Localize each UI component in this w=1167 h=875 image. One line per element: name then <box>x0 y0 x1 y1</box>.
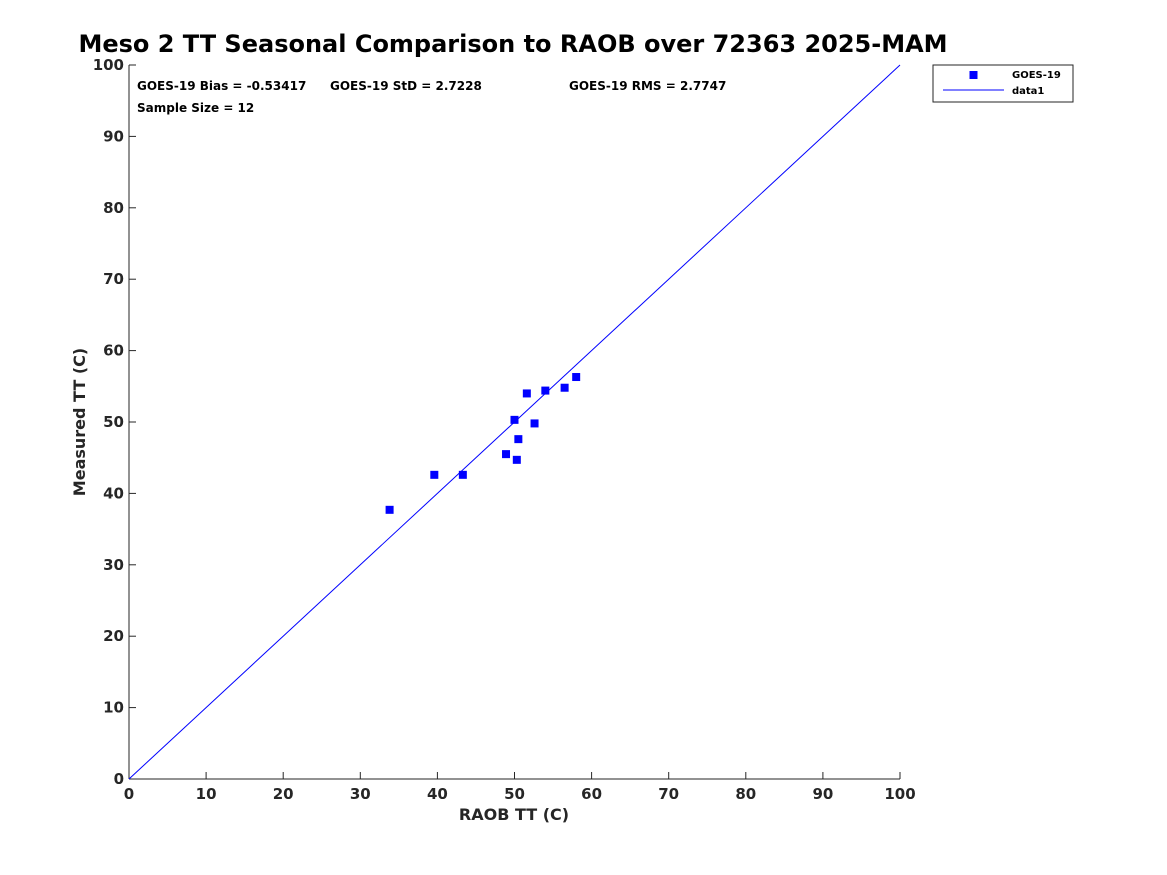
y-tick-label: 30 <box>103 556 124 574</box>
y-tick-label: 60 <box>103 342 124 360</box>
data-point <box>541 386 550 395</box>
data-point <box>458 470 467 479</box>
x-tick-label: 80 <box>735 785 756 803</box>
data-point <box>430 470 439 479</box>
annotation-bias: GOES-19 Bias = -0.53417 <box>137 79 306 93</box>
x-tick-label: 20 <box>273 785 294 803</box>
legend-marker-goes-19 <box>969 71 978 79</box>
annotation-std: GOES-19 StD = 2.7228 <box>330 79 482 93</box>
x-tick-label: 90 <box>812 785 833 803</box>
legend-box <box>932 64 1074 103</box>
x-axis-label: RAOB TT (C) <box>459 805 569 824</box>
x-tick-label: 0 <box>124 785 134 803</box>
y-axis-label: Measured TT (C) <box>70 348 89 496</box>
data-point <box>514 435 523 444</box>
data-point <box>522 389 531 398</box>
y-tick-label: 80 <box>103 199 124 217</box>
data-point <box>560 383 569 392</box>
y-tick-label: 20 <box>103 627 124 645</box>
annotation-rms: GOES-19 RMS = 2.7747 <box>569 79 726 93</box>
x-tick-label: 50 <box>504 785 525 803</box>
x-tick-label: 100 <box>884 785 915 803</box>
ticks: 0 10 20 30 40 50 60 70 80 90 100 0 10 20 30 40 50 60 70 80 9… <box>93 56 916 803</box>
legend-label-data1: data1 <box>1012 86 1044 97</box>
y-tick-label: 0 <box>114 770 124 788</box>
y-tick-label: 10 <box>103 699 124 717</box>
legend-label-goes-19: GOES-19 <box>1012 70 1061 81</box>
data-point <box>512 455 521 464</box>
x-tick-label: 30 <box>350 785 371 803</box>
data-point <box>502 450 511 459</box>
x-tick-label: 40 <box>427 785 448 803</box>
chart-title: Meso 2 TT Seasonal Comparison to RAOB ov… <box>78 30 947 58</box>
stats-annotations: GOES-19 Bias = -0.53417 GOES-19 StD = 2.… <box>137 79 726 115</box>
y-tick-label: 90 <box>103 127 124 145</box>
x-tick-label: 70 <box>658 785 679 803</box>
y-tick-label: 50 <box>103 413 124 431</box>
series-goes-19 <box>385 373 581 514</box>
y-tick-label: 40 <box>103 484 124 502</box>
legend: GOES-19 data1 <box>932 64 1074 103</box>
x-tick-label: 10 <box>196 785 217 803</box>
y-tick-label: 70 <box>103 270 124 288</box>
y-tick-label: 100 <box>93 56 124 74</box>
data-point <box>530 419 539 428</box>
annotation-sample-size: Sample Size = 12 <box>137 101 254 115</box>
x-tick-label: 60 <box>581 785 602 803</box>
data-point <box>510 415 519 424</box>
data-point <box>572 373 581 382</box>
data-point <box>385 505 394 514</box>
